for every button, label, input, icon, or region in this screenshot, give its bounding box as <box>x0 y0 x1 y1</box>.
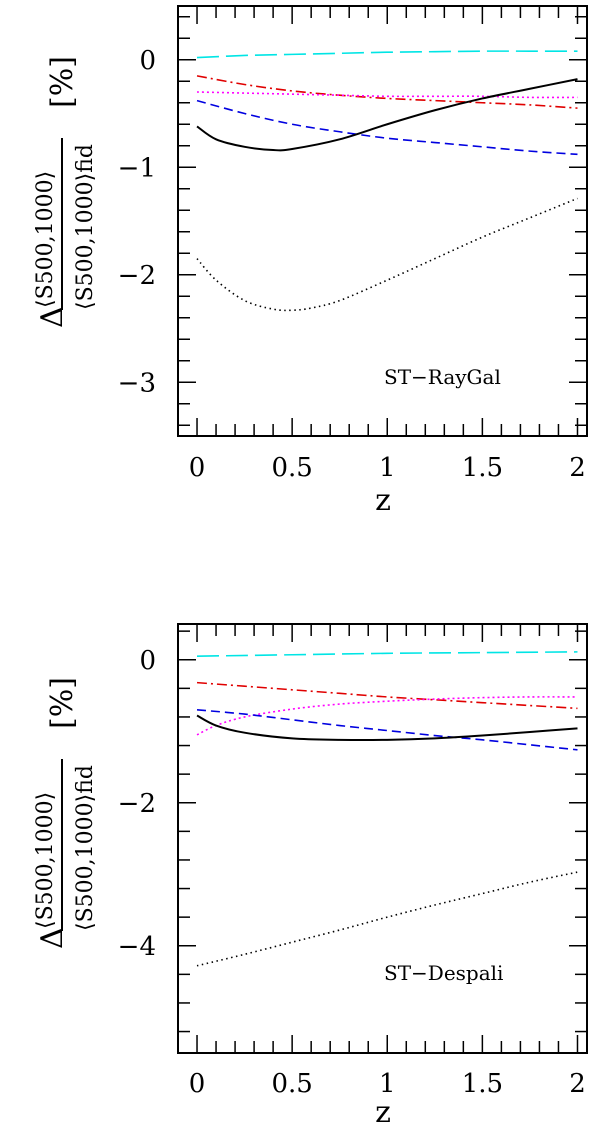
panel-st-raygal: 0 0.5 1 1.5 2 0 −1 −2 −3 z ST−RayGal Δ ⟨S500,10… <box>33 5 588 518</box>
x-tick-label: 1.5 <box>462 1069 503 1099</box>
series-line-fine-dotted <box>196 871 578 967</box>
series-line-short-dash <box>196 709 578 751</box>
tick-marks <box>177 6 587 436</box>
y-tick-label: 0 <box>139 646 156 676</box>
x-tick-labels: 0 0.5 1 1.5 2 <box>189 453 586 483</box>
series-line-dot-dash <box>196 681 578 710</box>
x-tick-label: 1.5 <box>462 453 503 483</box>
panel-st-despali: 0 0.5 1 1.5 2 0 −2 −4 z ST−Despali Δ ⟨S500,100… <box>33 623 588 1128</box>
x-axis-label: z <box>375 1095 391 1128</box>
series-line-dotted <box>197 91 578 99</box>
series-line-solid <box>196 78 578 152</box>
series-lines <box>196 651 578 967</box>
x-tick-label: 1 <box>379 1069 396 1099</box>
y-label-delta: Δ <box>35 306 70 328</box>
series-line-solid <box>196 714 578 742</box>
y-tick-label: −2 <box>118 789 156 819</box>
x-tick-labels: 0 0.5 1 1.5 2 <box>189 1069 586 1099</box>
panel-annotation: ST−RayGal <box>384 365 501 389</box>
y-label-numerator: ⟨S500,1000⟩ <box>33 171 58 308</box>
y-tick-label: −2 <box>118 261 156 291</box>
tick-marks <box>177 624 587 1053</box>
series-line-long-dash <box>196 50 578 59</box>
x-tick-label: 2 <box>569 1069 586 1099</box>
y-axis-label: Δ ⟨S500,1000⟩ ⟨S500,1000⟩fid [%] <box>33 677 98 949</box>
series-lines <box>196 50 578 312</box>
plot-frame <box>177 5 588 437</box>
y-label-numerator: ⟨S500,1000⟩ <box>33 792 58 929</box>
x-tick-label: 0 <box>189 453 206 483</box>
y-axis-label: Δ ⟨S500,1000⟩ ⟨S500,1000⟩fid [%] <box>33 56 98 328</box>
y-tick-labels: 0 −1 −2 −3 <box>118 46 156 399</box>
panel-annotation: ST−Despali <box>384 961 503 985</box>
y-tick-label: −4 <box>118 932 156 962</box>
x-tick-label: 0.5 <box>271 1069 312 1099</box>
x-tick-label: 0 <box>189 1069 206 1099</box>
series-line-short-dash <box>196 99 578 156</box>
x-tick-label: 2 <box>569 453 586 483</box>
y-label-denominator: ⟨S500,1000⟩fid <box>73 144 98 310</box>
plot-frame <box>177 623 588 1054</box>
x-tick-label: 1 <box>379 453 396 483</box>
series-line-dot-dash <box>196 75 578 109</box>
y-label-unit: [%] <box>45 56 80 108</box>
y-tick-label: −3 <box>118 368 156 398</box>
y-label-delta: Δ <box>35 927 70 949</box>
series-line-fine-dotted <box>196 197 578 312</box>
y-tick-labels: 0 −2 −4 <box>118 646 156 962</box>
y-tick-label: −1 <box>118 153 156 183</box>
y-tick-label: 0 <box>139 46 156 76</box>
y-label-denominator: ⟨S500,1000⟩fid <box>73 765 98 931</box>
series-line-long-dash <box>197 651 578 657</box>
x-tick-label: 0.5 <box>271 453 312 483</box>
y-label-unit: [%] <box>45 677 80 729</box>
x-axis-label: z <box>375 483 391 518</box>
series-line-dotted <box>196 696 578 736</box>
